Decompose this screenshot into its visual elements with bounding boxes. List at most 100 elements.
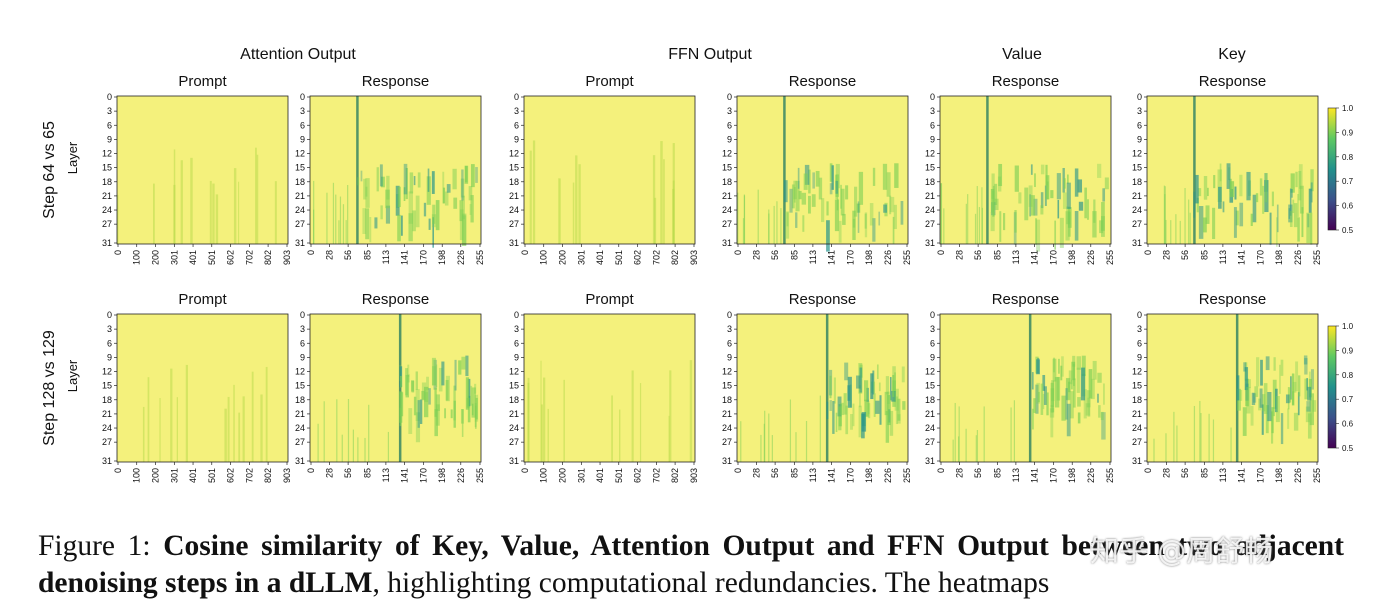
heatmap-blob (1066, 378, 1070, 401)
heatmap-bg (737, 96, 908, 244)
heatmap-streak (368, 404, 370, 462)
heatmap-blob (864, 399, 869, 417)
heatmap-blob (471, 387, 476, 418)
heatmap-blob (1052, 358, 1057, 382)
heatmap-streak (981, 187, 983, 244)
heatmap-blob (1307, 386, 1312, 401)
heatmap-blob (1042, 393, 1045, 410)
y-tick-label: 21 (295, 191, 305, 201)
x-tick-label: 602 (226, 250, 236, 265)
heatmap-blob (1072, 355, 1076, 367)
heatmap-blob (1059, 217, 1064, 248)
x-tick-label: 170 (1049, 250, 1059, 265)
heatmap-blob (1014, 165, 1019, 192)
heatmap-blob (1197, 188, 1202, 197)
heatmap-blob (1060, 365, 1063, 381)
heatmap-blob (386, 175, 390, 200)
heatmap-blob (441, 361, 445, 386)
heatmap-blob (1269, 212, 1272, 245)
heatmap-blob (1062, 192, 1067, 209)
panel-title: Response (1199, 73, 1267, 90)
heatmap-blob (1260, 359, 1263, 386)
heatmap-blob (428, 218, 431, 230)
heatmap-blob (1273, 357, 1276, 371)
x-tick-label: 200 (557, 250, 567, 265)
heatmap-streak (529, 150, 532, 244)
x-tick-label: 28 (955, 468, 965, 478)
heatmap-streak (660, 141, 663, 244)
heatmap-blob (415, 371, 418, 390)
heatmap-blob (847, 376, 852, 408)
heatmap-blob (1250, 405, 1254, 426)
colorbar (1327, 325, 1337, 449)
x-tick-label: 226 (456, 250, 466, 265)
x-tick-label: 113 (1218, 250, 1228, 264)
y-tick-label: 12 (1132, 149, 1142, 159)
heatmap (523, 313, 696, 463)
x-tick-label: 198 (1274, 468, 1284, 483)
heatmap-blob (992, 185, 995, 217)
y-tick-label: 27 (1132, 437, 1142, 447)
heatmap-blob (1262, 185, 1265, 214)
heatmap-blob (826, 201, 829, 216)
heatmap-blob (1239, 389, 1243, 401)
heatmap-streak (639, 383, 642, 462)
heatmap-bg (117, 314, 288, 462)
heatmap-blob (1099, 220, 1104, 234)
heatmap-blob (990, 212, 995, 232)
panel-title: Prompt (178, 291, 227, 308)
y-tick-label: 27 (509, 437, 519, 447)
heatmap-blob (408, 408, 413, 435)
y-tick-label: 9 (514, 134, 519, 144)
x-tick-label: 301 (169, 468, 179, 483)
x-tick-label: 170 (1256, 468, 1266, 483)
x-tick-label: 113 (381, 468, 391, 482)
heatmap-blob (857, 201, 860, 233)
heatmap-blob (459, 209, 464, 241)
y-tick-label: 15 (1132, 381, 1142, 391)
heatmap-blob (1102, 188, 1106, 202)
heatmap-blob (1085, 403, 1091, 416)
heatmap-streak (742, 218, 745, 244)
y-tick-label: 3 (727, 106, 732, 116)
heatmap-streak (740, 421, 742, 462)
heatmap-blob (902, 401, 906, 410)
x-tick-label: 0 (1143, 250, 1153, 255)
x-tick-label: 501 (614, 468, 624, 483)
heatmap-blob (450, 409, 453, 419)
x-tick-label: 501 (207, 250, 217, 265)
heatmap-blob (1207, 187, 1209, 197)
heatmap-blob (1289, 188, 1292, 216)
y-tick-label: 3 (727, 324, 732, 334)
heatmap-blob (1212, 207, 1216, 240)
heatmap-blob (1236, 375, 1240, 401)
heatmap-blob (1037, 391, 1040, 403)
heatmap-streak (952, 439, 954, 462)
heatmap-blob (1050, 388, 1055, 408)
heatmap-streak (242, 396, 245, 462)
heatmap-blob (423, 202, 427, 217)
heatmap-blob (475, 397, 478, 420)
y-tick-label: 21 (1132, 191, 1142, 201)
heatmap-streak (1230, 427, 1232, 462)
heatmap-blob (1057, 199, 1060, 219)
heatmap-blob (826, 401, 829, 420)
y-tick-label: 24 (722, 423, 732, 433)
heatmap-blob (397, 186, 401, 208)
x-tick-label: 255 (902, 250, 912, 265)
heatmap-blob (832, 401, 835, 434)
heatmap-blob (405, 168, 408, 200)
heatmap-blob (1092, 360, 1097, 380)
x-tick-label: 200 (557, 468, 567, 483)
heatmap-blob (786, 212, 789, 227)
heatmap-blob (470, 195, 474, 223)
heatmap-blob (1036, 219, 1041, 252)
heatmap-bg (524, 314, 695, 462)
x-tick-label: 0 (733, 250, 743, 255)
x-tick-label: 141 (1029, 250, 1039, 265)
heatmap-blob (397, 214, 401, 242)
heatmap-bg (117, 96, 288, 244)
panel-title: Response (789, 291, 857, 308)
y-tick-label: 31 (102, 238, 112, 248)
x-tick-label: 903 (689, 250, 699, 265)
